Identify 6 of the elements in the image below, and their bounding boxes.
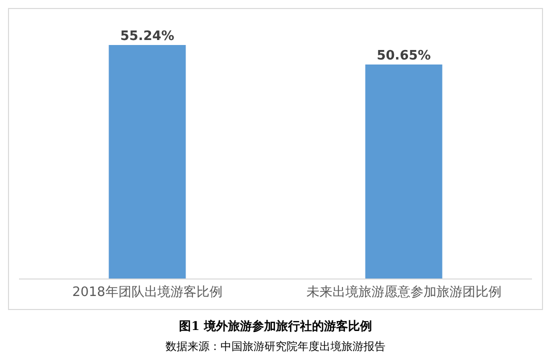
source-note: 数据来源：中国旅游研究院年度出境旅游报告 xyxy=(164,339,386,354)
x-tick-label: 2018年团队出境游客比例 xyxy=(72,284,222,300)
text: 图1 境外旅游参加旅行社的游客比例 xyxy=(178,318,373,335)
data-label: 55.24% xyxy=(120,29,174,44)
data-label: 50.65% xyxy=(376,48,431,64)
x-tick-label: 未来出境旅游愿意参加旅游团比例 xyxy=(306,284,502,300)
